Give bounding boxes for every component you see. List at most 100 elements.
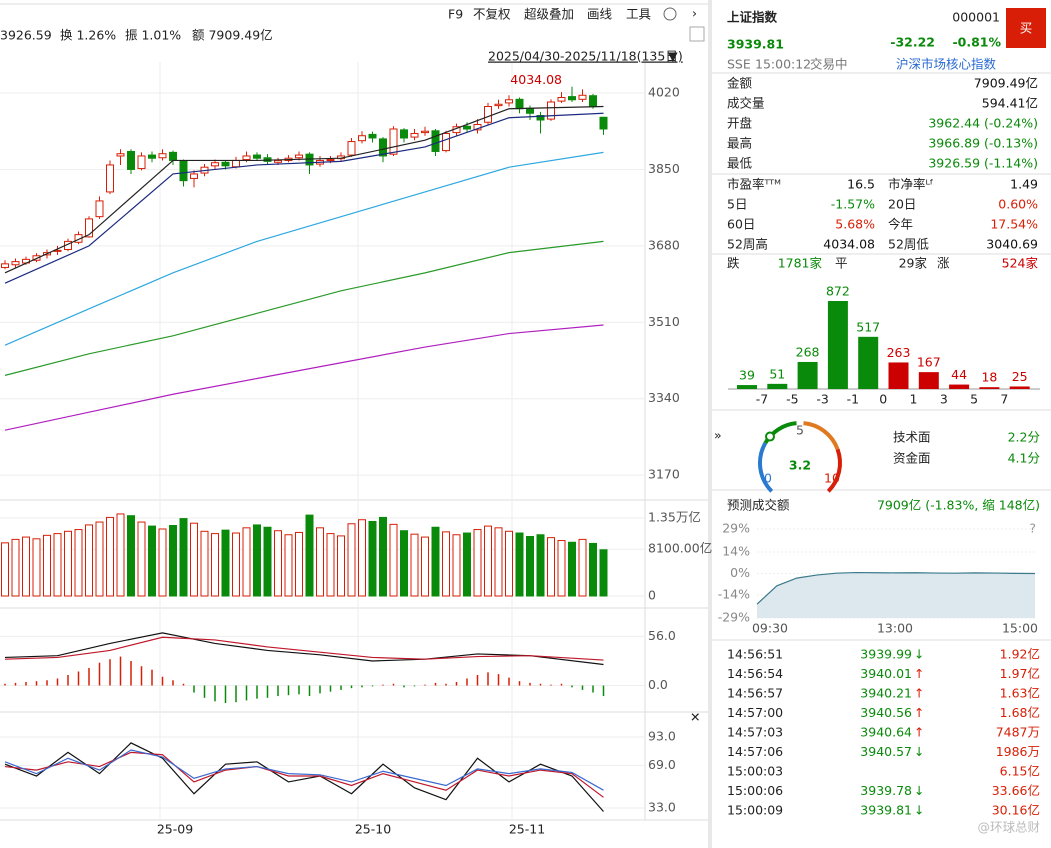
volume-bar	[463, 532, 471, 597]
stat-value: 1.49	[1010, 177, 1038, 192]
candle	[326, 159, 335, 162]
y-tick-label: 69.0	[648, 757, 676, 772]
line	[4, 324, 604, 431]
stat-label: 60日	[727, 217, 755, 232]
candle	[463, 125, 471, 130]
y-tick-label: 33.0	[648, 799, 676, 814]
candle	[484, 106, 492, 123]
volume-bar	[158, 528, 167, 597]
candle	[211, 162, 219, 167]
candle	[578, 94, 587, 100]
trade-amount: 1.63亿	[1000, 686, 1040, 701]
toolbar-item[interactable]: 超级叠加	[524, 7, 574, 22]
wp-icon[interactable]	[689, 26, 705, 42]
candle	[11, 261, 20, 266]
volume-bar	[547, 537, 555, 597]
x-tick-label: 5	[970, 392, 978, 407]
toolbar-item[interactable]: 工具	[626, 7, 652, 22]
trade-amount: 7487万	[996, 725, 1040, 740]
trade-dir: ↓	[914, 744, 924, 759]
candle	[431, 130, 440, 152]
trade-time: 15:00:09	[727, 803, 783, 818]
candle	[232, 159, 240, 168]
y-tick-label: 0.0	[648, 677, 668, 692]
next-icon[interactable]: ›	[692, 6, 697, 21]
trade-amount: 33.66亿	[992, 783, 1040, 798]
trade-price: 3940.01	[860, 666, 912, 681]
trade-time: 14:56:51	[727, 647, 783, 662]
x-tick-label: -1	[847, 392, 859, 407]
close-button[interactable]: ✕	[690, 710, 700, 725]
line	[4, 151, 604, 346]
volume-bar	[22, 536, 30, 597]
toolbar-item[interactable]: F9	[448, 7, 463, 22]
line	[4, 751, 604, 798]
volume-bar	[505, 530, 513, 597]
trade-price: 3939.99	[860, 647, 912, 662]
buy-label[interactable]: 买	[1020, 21, 1033, 36]
date-range[interactable]: 2025/04/30-2025/11/18(135日)	[488, 49, 683, 64]
volume-bar	[526, 535, 534, 597]
amplitude: 振 1.01%	[125, 28, 181, 43]
help[interactable]: ?	[1029, 521, 1036, 536]
max-label: 4034.08	[510, 72, 562, 87]
x-label: 25-11	[509, 822, 545, 837]
settings-icon[interactable]	[663, 7, 677, 21]
volume-bar	[1, 542, 9, 597]
trade-dir: ↓	[914, 783, 924, 798]
index-link[interactable]: 沪深市场核心指数	[896, 57, 997, 72]
turnover: 换 1.26%	[60, 28, 116, 43]
trade-price: 3940.64	[860, 725, 912, 740]
stat-value: -1.57%	[831, 197, 875, 212]
volume-bar	[11, 538, 20, 597]
collapse-arrow[interactable]: »	[714, 428, 722, 443]
y-tick-label: 3170	[648, 467, 680, 482]
buy-button[interactable]	[1006, 8, 1046, 48]
volume-bar	[599, 549, 608, 597]
bar	[1009, 386, 1030, 389]
y-tick-label: 1.35万亿	[648, 510, 701, 525]
bar	[827, 301, 848, 389]
toolbar-item[interactable]: 画线	[587, 7, 613, 22]
gauge-row-label: 技术面	[893, 430, 931, 445]
x-label: 25-10	[355, 822, 391, 837]
volume-bar	[85, 524, 93, 597]
volume-bar	[305, 514, 314, 597]
candle	[295, 154, 303, 159]
trade-price: 3940.21	[860, 686, 912, 701]
trade-dir: ↓	[914, 647, 924, 662]
candle	[589, 95, 597, 108]
candle	[515, 98, 524, 110]
bar	[918, 372, 939, 389]
line	[4, 749, 604, 791]
stat-label: 市盈率ᵀᵀᴹ	[727, 177, 781, 192]
volume-bar	[452, 534, 461, 597]
y-tick-label: 3850	[648, 161, 680, 176]
dropdown[interactable]: ▼	[668, 49, 678, 64]
candle	[505, 99, 513, 104]
bar	[737, 385, 757, 389]
toolbar-item[interactable]: 不复权	[473, 7, 511, 22]
breadth-label: 平	[835, 256, 848, 271]
stat-label: 最高	[727, 136, 752, 151]
divider	[708, 0, 712, 848]
candle	[190, 173, 198, 179]
volume-bar	[74, 529, 83, 597]
candle	[274, 159, 282, 163]
stat-value: 4034.08	[823, 237, 875, 252]
gauge-arc	[803, 421, 840, 451]
exchange: SSE	[727, 57, 751, 72]
stat-value: 0.60%	[998, 197, 1038, 212]
trade-time: 15:00:06	[727, 783, 783, 798]
stat-value: 3962.44 (-0.24%)	[928, 116, 1038, 131]
volume-bar	[515, 532, 524, 597]
change: -32.22	[890, 35, 935, 50]
gauge-row-label: 资金面	[893, 451, 931, 466]
volume-bar	[536, 534, 545, 597]
candle	[85, 218, 93, 238]
x-tick-label: 13:00	[877, 621, 913, 636]
status: 交易中	[810, 57, 848, 72]
volume-bar	[32, 538, 41, 597]
